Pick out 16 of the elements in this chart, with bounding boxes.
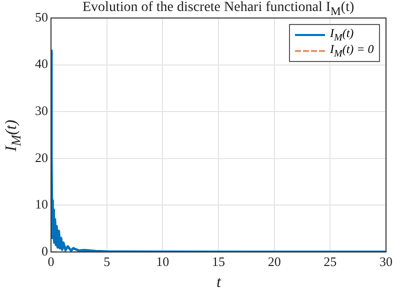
chart-title: Evolution of the discrete Nehari functional I$_{M}$(t) [82,0,354,18]
y-tick-label: 0 [42,243,48,258]
x-tick-label: 20 [268,254,281,270]
y-tick-label: 30 [35,103,48,118]
x-tick-label: 10 [156,254,170,270]
x-axis-title: t [216,274,221,292]
y-tick-label: 40 [35,56,48,72]
x-tick-label: 15 [212,254,225,270]
y-tick-label: 20 [35,150,48,165]
y-tick-label: 50 [35,9,48,24]
x-tick-label: 5 [104,254,110,270]
legend-label: I$_{M}$(t) = 0 [330,42,374,60]
y-tick-label: 10 [35,196,48,212]
x-tick-label: 30 [380,254,392,270]
x-tick-label: 25 [324,254,337,270]
legend-label: I$_{M}$(t) [330,26,354,44]
